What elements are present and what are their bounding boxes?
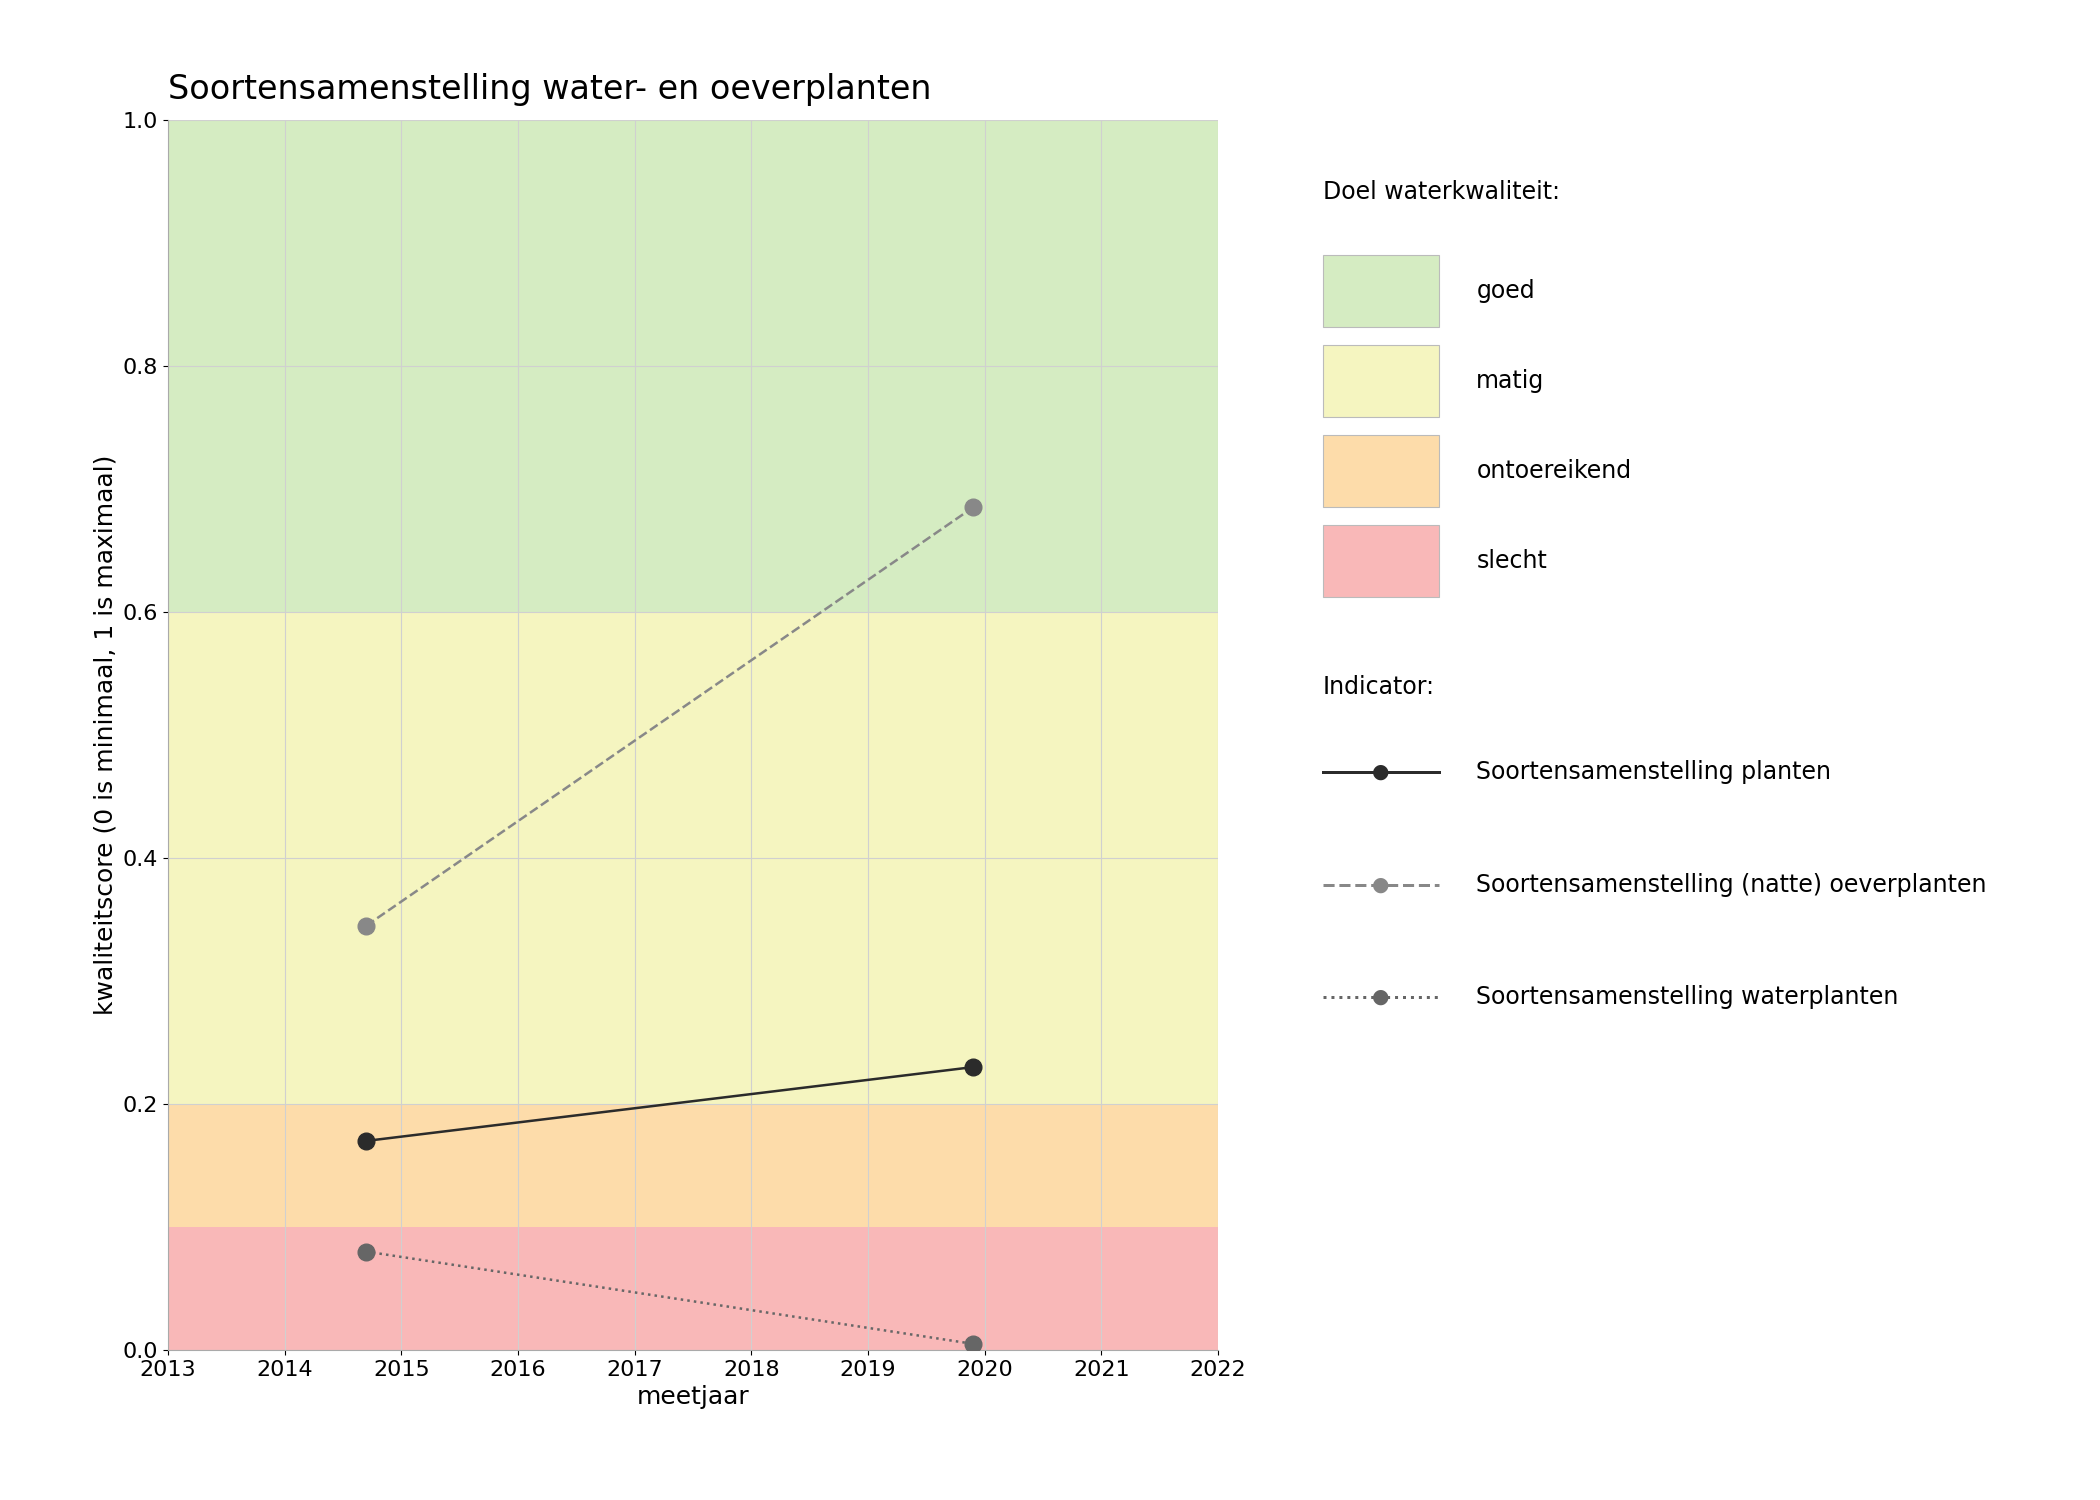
Text: matig: matig [1476, 369, 1546, 393]
Text: Doel waterkwaliteit:: Doel waterkwaliteit: [1323, 180, 1560, 204]
Text: goed: goed [1476, 279, 1535, 303]
Y-axis label: kwaliteitscore (0 is minimaal, 1 is maximaal): kwaliteitscore (0 is minimaal, 1 is maxi… [92, 454, 118, 1016]
Text: Soortensamenstelling (natte) oeverplanten: Soortensamenstelling (natte) oeverplante… [1476, 873, 1987, 897]
Text: Soortensamenstelling planten: Soortensamenstelling planten [1476, 760, 1831, 784]
Bar [168, 1227, 1218, 1350]
Text: ontoereikend: ontoereikend [1476, 459, 1632, 483]
Text: Soortensamenstelling waterplanten: Soortensamenstelling waterplanten [1476, 986, 1898, 1010]
Bar [168, 612, 1218, 1104]
Text: slecht: slecht [1476, 549, 1548, 573]
Bar [168, 120, 1218, 612]
Text: Indicator:: Indicator: [1323, 675, 1434, 699]
Bar [168, 1104, 1218, 1227]
Text: ●: ● [1371, 764, 1390, 782]
Text: ●: ● [1371, 988, 1390, 1006]
Text: ●: ● [1371, 876, 1390, 894]
Text: Soortensamenstelling water- en oeverplanten: Soortensamenstelling water- en oeverplan… [168, 74, 932, 106]
X-axis label: meetjaar: meetjaar [636, 1386, 750, 1410]
